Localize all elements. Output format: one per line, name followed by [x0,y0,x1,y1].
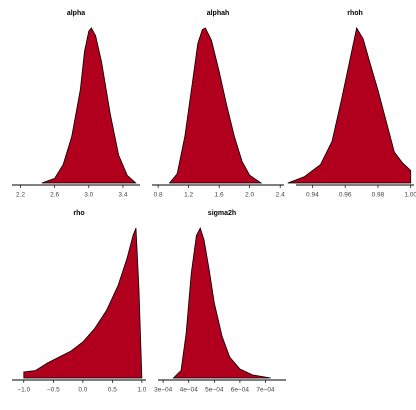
x-tick-label: 4e−04 [180,387,199,394]
x-tick-label: 5e−04 [205,387,224,394]
x-tick-label: 1.6 [215,192,224,199]
x-tick-label: 6e−04 [231,387,250,394]
x-tick-label: 2.6 [50,192,59,199]
x-tick-label: 0.94 [306,192,319,199]
x-tick-label: 0.0 [78,387,87,394]
x-tick-label: 2.0 [245,192,254,199]
x-tick-label: 3.4 [118,192,127,199]
density-area [41,27,137,184]
panel-title: alpha [67,10,85,17]
x-tick-label: 2.4 [276,192,285,199]
panel-title: rhoh [347,10,363,17]
x-tick-label: 3.0 [84,192,93,199]
panel-title: rho [73,210,84,217]
panel-title: alphah [207,10,230,17]
x-tick-label: 0.5 [108,387,117,394]
density-area [23,227,143,379]
x-tick-label: 1.0 [137,387,146,394]
x-tick-label: 0.8 [154,192,163,199]
x-tick-label: 2.2 [16,192,25,199]
x-tick-label: −0.5 [47,387,60,394]
x-tick-label: 0.96 [339,192,352,199]
x-tick-label: 7e−04 [256,387,275,394]
density-area [168,27,263,184]
x-tick-label: 1.00 [404,192,416,199]
density-area [172,226,271,379]
density-area [287,26,412,184]
x-tick-label: 1.2 [184,192,193,199]
x-tick-label: 0.98 [372,192,385,199]
panel-title: sigma2h [208,210,236,217]
x-tick-label: 3e−04 [154,387,173,394]
x-tick-label: −1.0 [17,387,30,394]
